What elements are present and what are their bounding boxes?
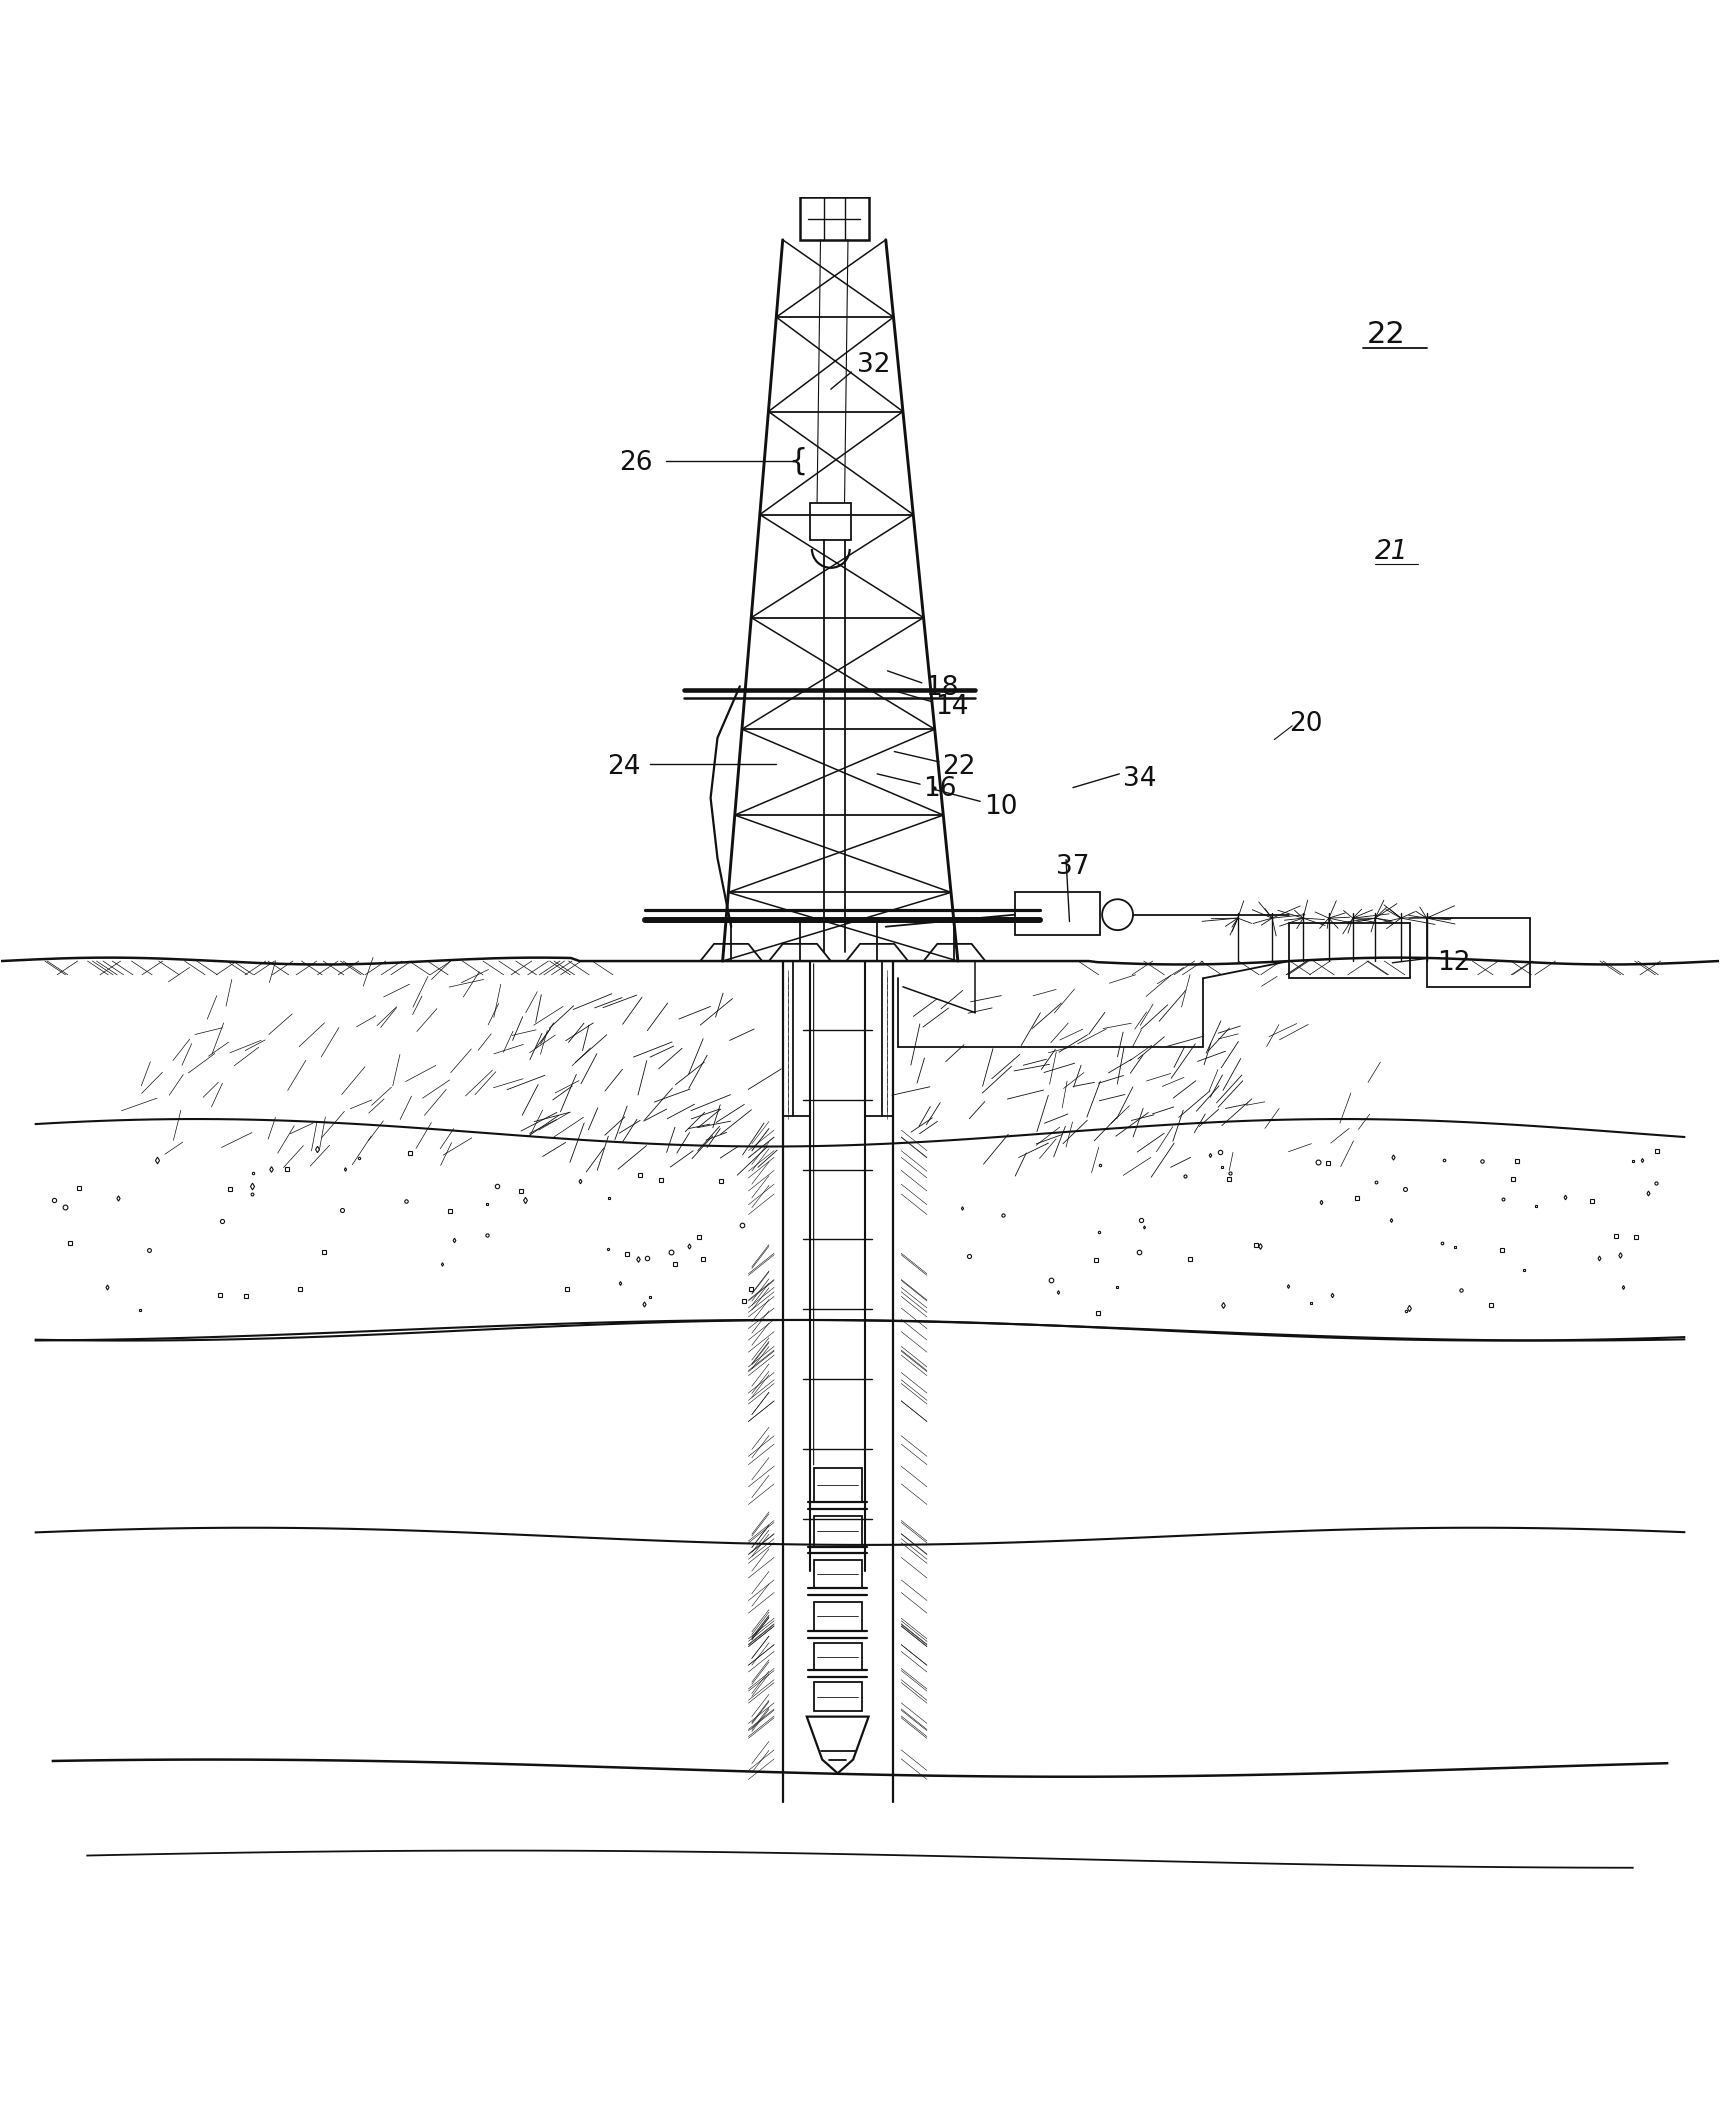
Polygon shape	[814, 1642, 862, 1670]
Bar	[810, 502, 851, 540]
Text: 12: 12	[1436, 950, 1471, 975]
Text: 22: 22	[1367, 319, 1405, 348]
Polygon shape	[814, 1602, 862, 1632]
Polygon shape	[807, 1716, 869, 1773]
Polygon shape	[814, 1516, 862, 1547]
Text: 34: 34	[1123, 766, 1156, 792]
Bar	[800, 196, 869, 241]
Bar	[1015, 893, 1101, 935]
Text: 32: 32	[857, 353, 889, 378]
Text: 21: 21	[1376, 538, 1409, 566]
Text: 16: 16	[924, 777, 956, 802]
Polygon shape	[814, 1560, 862, 1587]
Text: 26: 26	[619, 450, 654, 477]
Bar	[1290, 923, 1409, 977]
Text: 14: 14	[936, 695, 968, 720]
Text: 37: 37	[1056, 853, 1089, 880]
Text: 20: 20	[1290, 711, 1323, 737]
Text: 18: 18	[925, 676, 958, 701]
Polygon shape	[814, 1682, 862, 1712]
Text: 22: 22	[943, 754, 975, 779]
Bar	[1426, 918, 1529, 986]
Text: 24: 24	[607, 754, 642, 779]
Polygon shape	[814, 1467, 862, 1503]
Text: {: {	[788, 448, 807, 475]
Text: 10: 10	[984, 794, 1017, 819]
